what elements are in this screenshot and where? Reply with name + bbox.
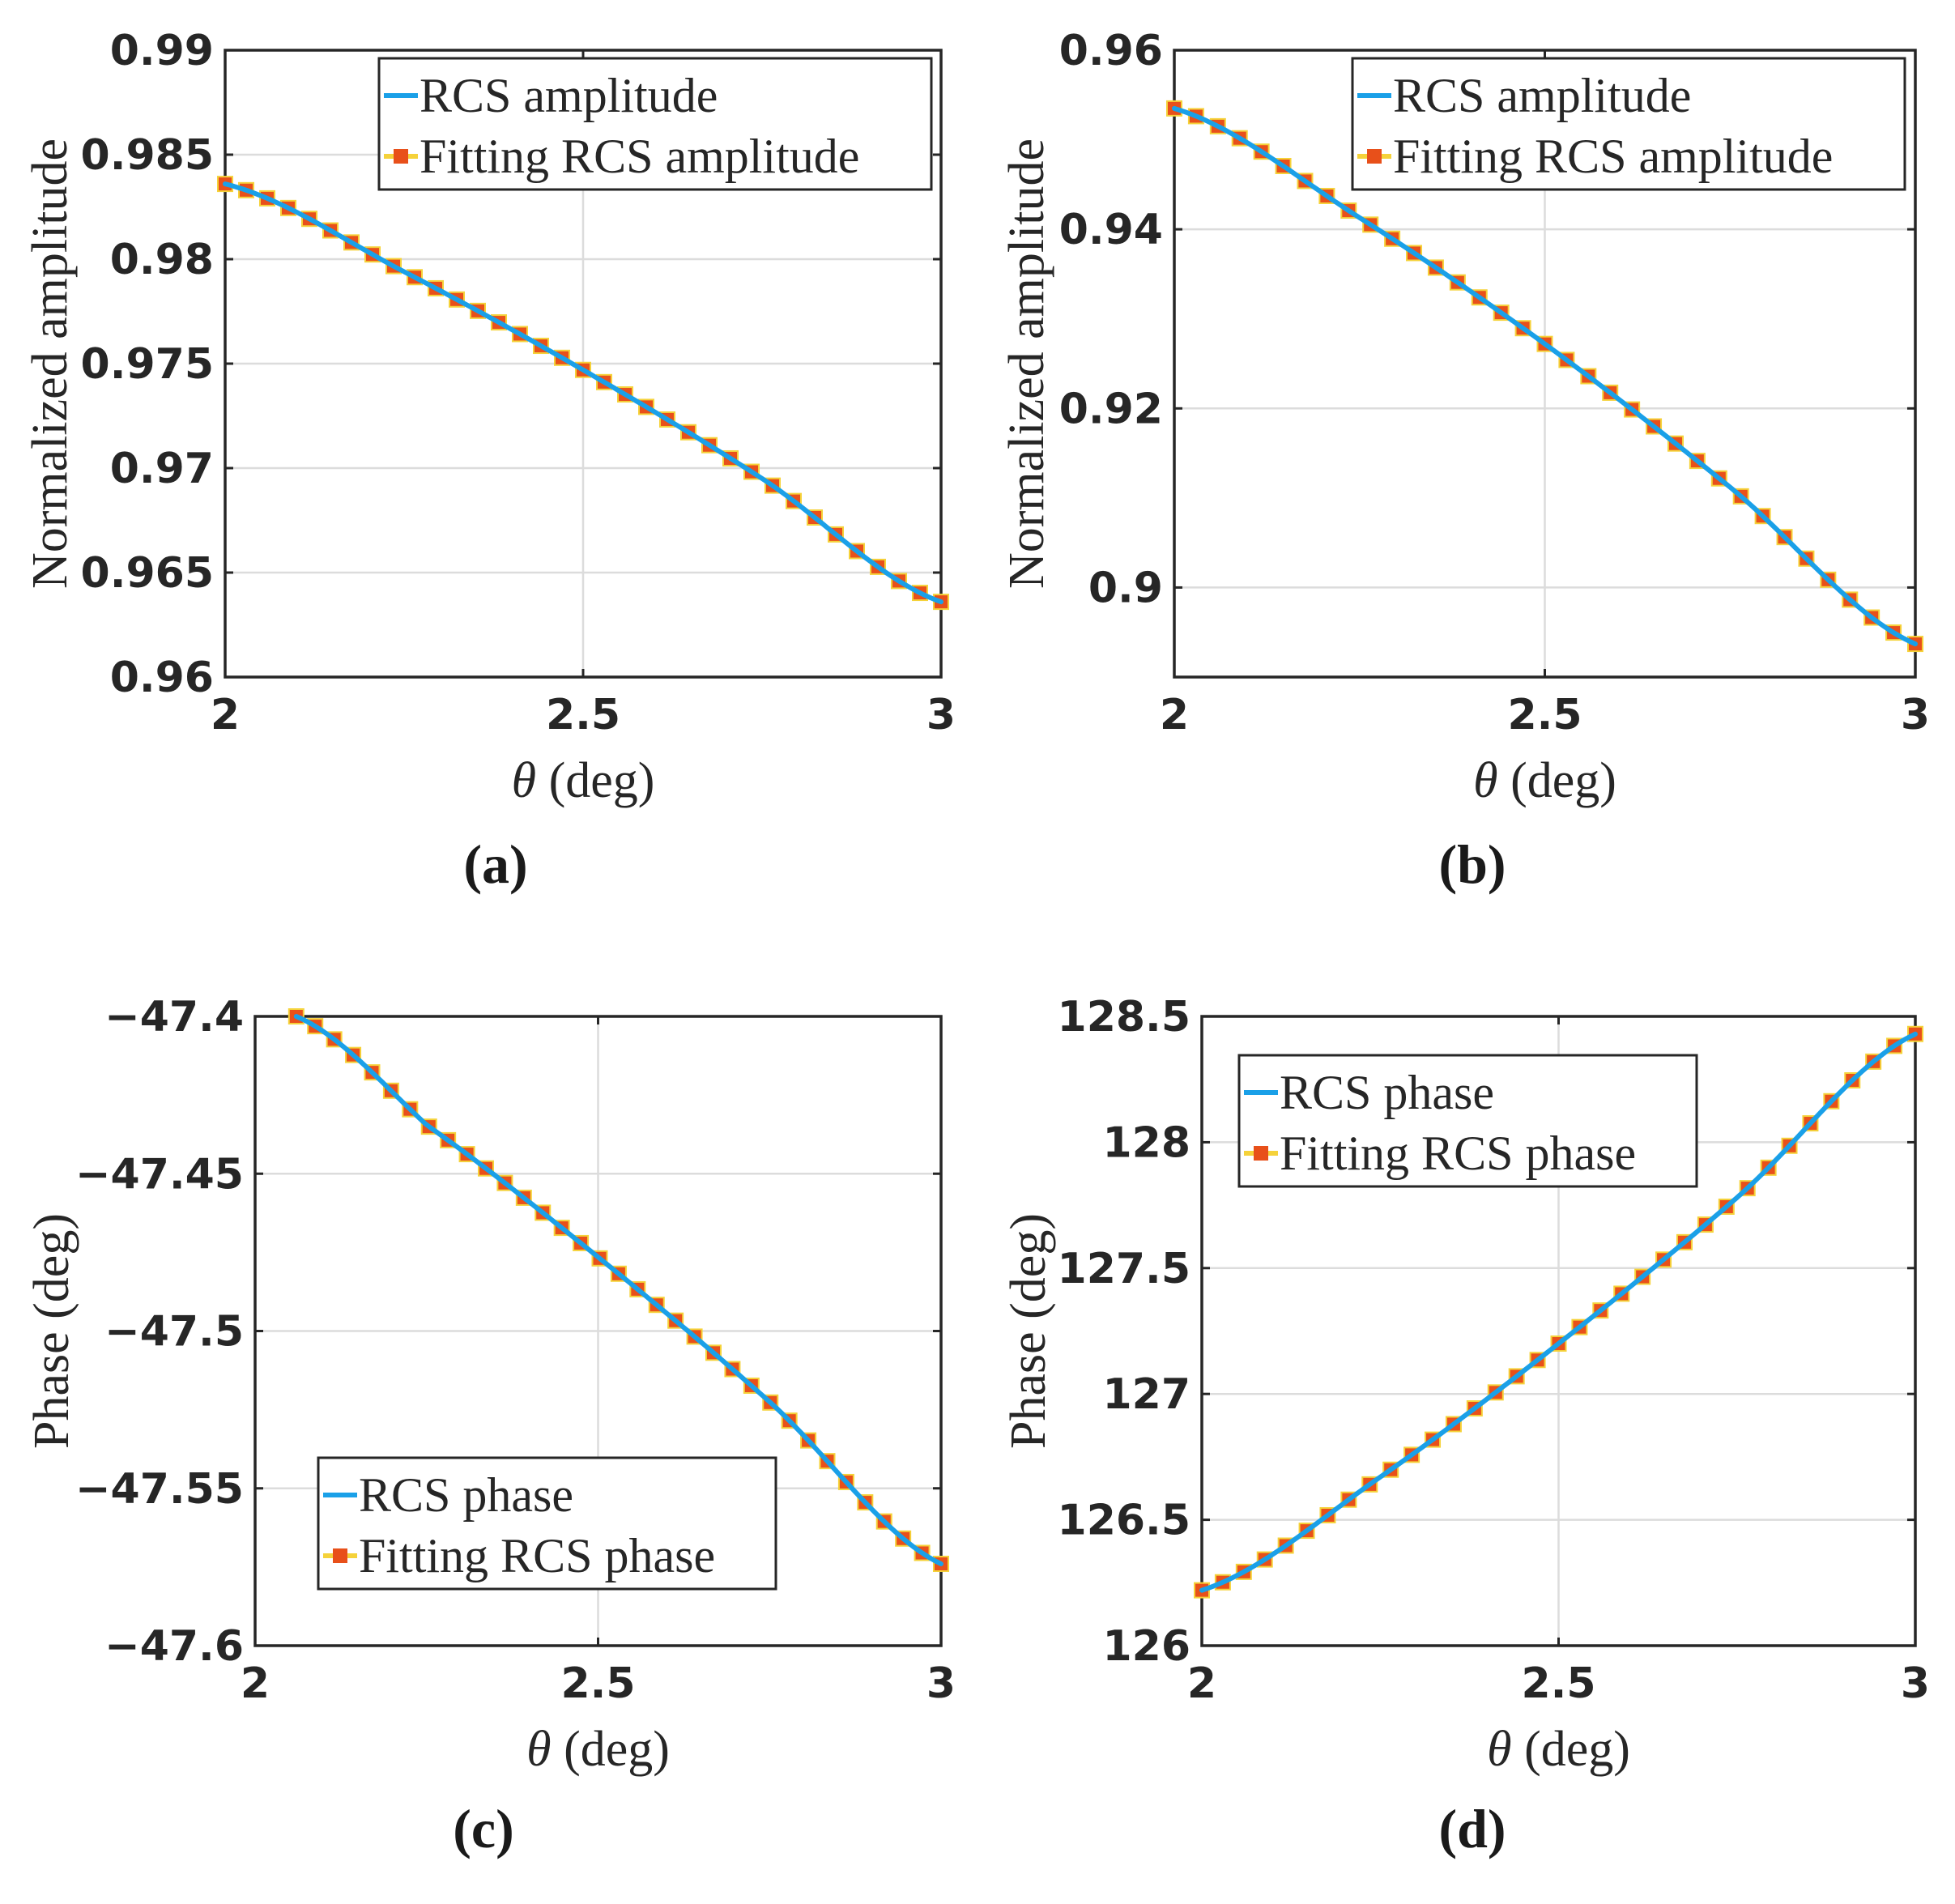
y-tick-label: 0.985 (81, 131, 214, 180)
x-axis-symbol: θ (526, 1722, 551, 1777)
y-tick-label: 0.9 (1088, 564, 1163, 612)
legend: RCS phase Fitting RCS phase (317, 1456, 777, 1591)
y-tick-label: 126.5 (1058, 1497, 1190, 1545)
legend-marker-swatch (333, 1548, 347, 1563)
panel-label: (c) (453, 1798, 513, 1859)
legend: RCS amplitude Fitting RCS amplitude (377, 57, 933, 191)
y-axis-label: Phase (deg) (24, 1213, 79, 1449)
x-tick-label: 2.5 (546, 691, 620, 739)
legend-marker-swatch (1254, 1146, 1268, 1161)
y-tick-label: −47.55 (75, 1465, 244, 1514)
x-tick-label: 2 (241, 1659, 270, 1708)
x-tick-label: 2 (211, 691, 240, 739)
y-tick-label: 127.5 (1058, 1245, 1190, 1293)
y-tick-label: 0.97 (110, 445, 214, 493)
y-tick-label: 0.99 (110, 27, 214, 75)
legend-label-line: RCS amplitude (420, 69, 718, 122)
rcs-series-line (293, 1014, 943, 1566)
x-axis-unit: (deg) (1498, 753, 1616, 808)
x-tick-label: 2 (1160, 691, 1189, 739)
x-axis-symbol: θ (1487, 1722, 1511, 1777)
legend-box (1351, 57, 1906, 191)
x-axis-unit: (deg) (1512, 1722, 1630, 1777)
x-axis-label: θ (deg) (526, 1722, 670, 1777)
y-axis-label: Normalized amplitude (999, 138, 1054, 589)
legend-box (1237, 1054, 1698, 1188)
x-axis-symbol: θ (1473, 753, 1497, 808)
x-tick-label: 2.5 (1507, 691, 1582, 739)
legend-label-marker: Fitting RCS amplitude (420, 130, 859, 183)
x-axis-unit: (deg) (536, 753, 654, 808)
y-tick-label: −47.45 (75, 1150, 244, 1199)
legend-label-line: RCS amplitude (1393, 69, 1691, 122)
chart-panel-c: 2 2.5 3 −47.6 −47.55 −47.5 −47.45 −47.4 θ (deg) P… (24, 993, 956, 1859)
legend-marker-swatch (394, 149, 408, 164)
legend: RCS phase Fitting RCS phase (1237, 1054, 1698, 1188)
x-axis-label: θ (deg) (512, 753, 655, 808)
y-axis-label: Normalized amplitude (23, 138, 78, 589)
legend-box (317, 1456, 777, 1591)
panel-label: (b) (1438, 833, 1506, 895)
y-tick-label: 0.975 (81, 340, 214, 389)
y-tick-label: −47.6 (104, 1622, 244, 1671)
rcs-series-line (1172, 105, 1918, 647)
x-axis-label: θ (deg) (1473, 753, 1616, 808)
x-axis-symbol: θ (512, 753, 536, 808)
x-axis-unit: (deg) (552, 1722, 670, 1777)
y-tick-label: 127 (1102, 1370, 1190, 1419)
x-tick-label: 3 (1901, 1659, 1930, 1708)
rcs-series-line (223, 181, 943, 605)
y-tick-label: −47.5 (104, 1308, 244, 1357)
y-tick-label: 0.98 (110, 236, 214, 284)
legend-label-marker: Fitting RCS phase (359, 1529, 715, 1582)
chart-panel-a: 2 2.5 3 0.96 0.965 0.97 0.975 0.98 0.985 0.99 θ (d… (23, 27, 956, 895)
chart-panel-b: 2 2.5 3 0.9 0.92 0.94 0.96 θ (deg) Normalized am… (999, 27, 1930, 895)
y-tick-label: 0.92 (1059, 385, 1163, 433)
y-tick-label: −47.4 (104, 993, 244, 1041)
x-tick-label: 3 (926, 691, 956, 739)
y-tick-label: 128 (1102, 1118, 1190, 1167)
legend-marker-swatch (1367, 149, 1382, 164)
legend-label-line: RCS phase (359, 1468, 573, 1522)
legend-label-marker: Fitting RCS amplitude (1393, 130, 1833, 183)
y-axis-label: Phase (deg) (1001, 1213, 1056, 1449)
panel-label: (a) (463, 833, 527, 895)
legend-box (377, 57, 933, 191)
rcs-series-line (1199, 1031, 1918, 1593)
y-tick-label: 0.96 (110, 654, 214, 702)
x-tick-label: 3 (926, 1659, 956, 1708)
x-tick-label: 3 (1901, 691, 1930, 739)
legend-label-line: RCS phase (1280, 1066, 1494, 1119)
y-tick-label: 0.96 (1059, 27, 1163, 75)
x-axis-label: θ (deg) (1487, 1722, 1630, 1777)
legend-label-marker: Fitting RCS phase (1280, 1127, 1636, 1180)
x-tick-label: 2.5 (1521, 1659, 1595, 1708)
legend: RCS amplitude Fitting RCS amplitude (1351, 57, 1906, 191)
chart-panel-d: 2 2.5 3 126 126.5 127 127.5 128 128.5 θ (deg) Phas… (1001, 993, 1930, 1859)
y-tick-label: 126 (1102, 1622, 1190, 1671)
y-tick-label: 0.94 (1059, 206, 1163, 254)
x-tick-label: 2 (1187, 1659, 1216, 1708)
y-tick-label: 0.965 (81, 549, 214, 598)
y-tick-label: 128.5 (1058, 993, 1190, 1041)
panel-label: (d) (1438, 1798, 1506, 1859)
x-tick-label: 2.5 (560, 1659, 635, 1708)
